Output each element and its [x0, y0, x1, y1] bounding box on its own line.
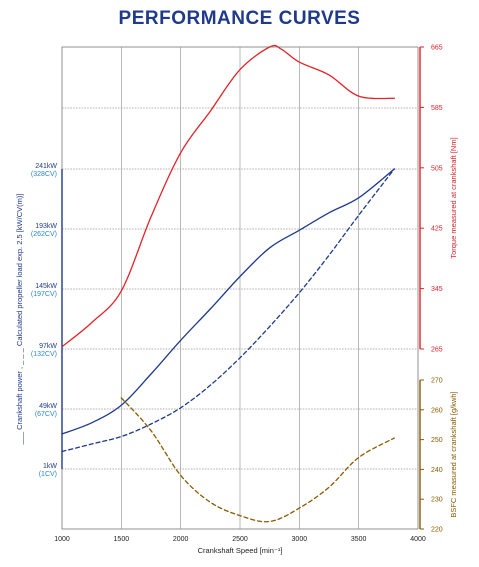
- left-tick-cv: (197CV): [31, 291, 57, 298]
- left-tick-cv: (132CV): [31, 351, 57, 358]
- bsfc-tick-label: 230: [431, 497, 443, 504]
- torque-line: [61, 44, 395, 348]
- bsfc-axis-title: BSFC measured at crankshaft [g/kwh]: [449, 391, 458, 517]
- torque-tick-label: 665: [431, 45, 443, 52]
- axes-layer: [61, 46, 424, 530]
- bsfc-tick-label: 270: [431, 378, 443, 385]
- left-tick-kw: 145kW: [35, 283, 57, 290]
- x-tick-label: 3000: [292, 536, 308, 543]
- left-tick-kw: 1kW: [43, 463, 57, 470]
- left-tick-kw: 193kW: [35, 223, 57, 230]
- labels-layer: 1000 1500 2000 2500 3000 3500 4000 Crankshaft S…: [15, 45, 458, 556]
- chart-title: PERFORMANCE CURVES: [118, 8, 361, 29]
- torque-tick-label: 505: [431, 165, 443, 172]
- x-tick-label: 2500: [232, 536, 248, 543]
- x-tick-label: 3500: [351, 536, 367, 543]
- torque-axis-title: Torque measured at crankshaft [Nm]: [449, 137, 458, 258]
- torque-tick-label: 345: [431, 286, 443, 293]
- bsfc-line: [120, 397, 395, 523]
- x-tick-label: 4000: [410, 536, 426, 543]
- torque-tick-label: 425: [431, 226, 443, 233]
- bsfc-tick-label: 250: [431, 437, 443, 444]
- x-tick-label: 2000: [173, 536, 189, 543]
- left-tick-kw: 49kW: [39, 403, 57, 410]
- left-tick-cv: (1CV): [39, 471, 57, 478]
- torque-tick-label: 585: [431, 105, 443, 112]
- torque-tick-label: 265: [431, 347, 443, 354]
- bsfc-tick-label: 240: [431, 467, 443, 474]
- crankshaft-power-line: [61, 168, 395, 435]
- left-tick-cv: (328CV): [31, 171, 57, 178]
- left-tick-kw: 97kW: [39, 343, 57, 350]
- left-tick-cv: (67CV): [35, 411, 57, 418]
- bsfc-tick-label: 260: [431, 407, 443, 414]
- left-axis-title: ___ Crankshaft power , _ _ _ Calculated …: [15, 194, 24, 446]
- propeller-load-line: [61, 168, 395, 453]
- left-tick-kw: 241kW: [35, 163, 57, 170]
- left-tick-cv: (262CV): [31, 231, 57, 238]
- grid-layer: [61, 46, 419, 530]
- x-tick-label: 1500: [114, 536, 130, 543]
- x-axis-title: Crankshaft Speed [min⁻¹]: [198, 546, 283, 555]
- series-layer: [61, 44, 395, 523]
- bsfc-tick-label: 220: [431, 527, 443, 534]
- x-tick-label: 1000: [54, 536, 70, 543]
